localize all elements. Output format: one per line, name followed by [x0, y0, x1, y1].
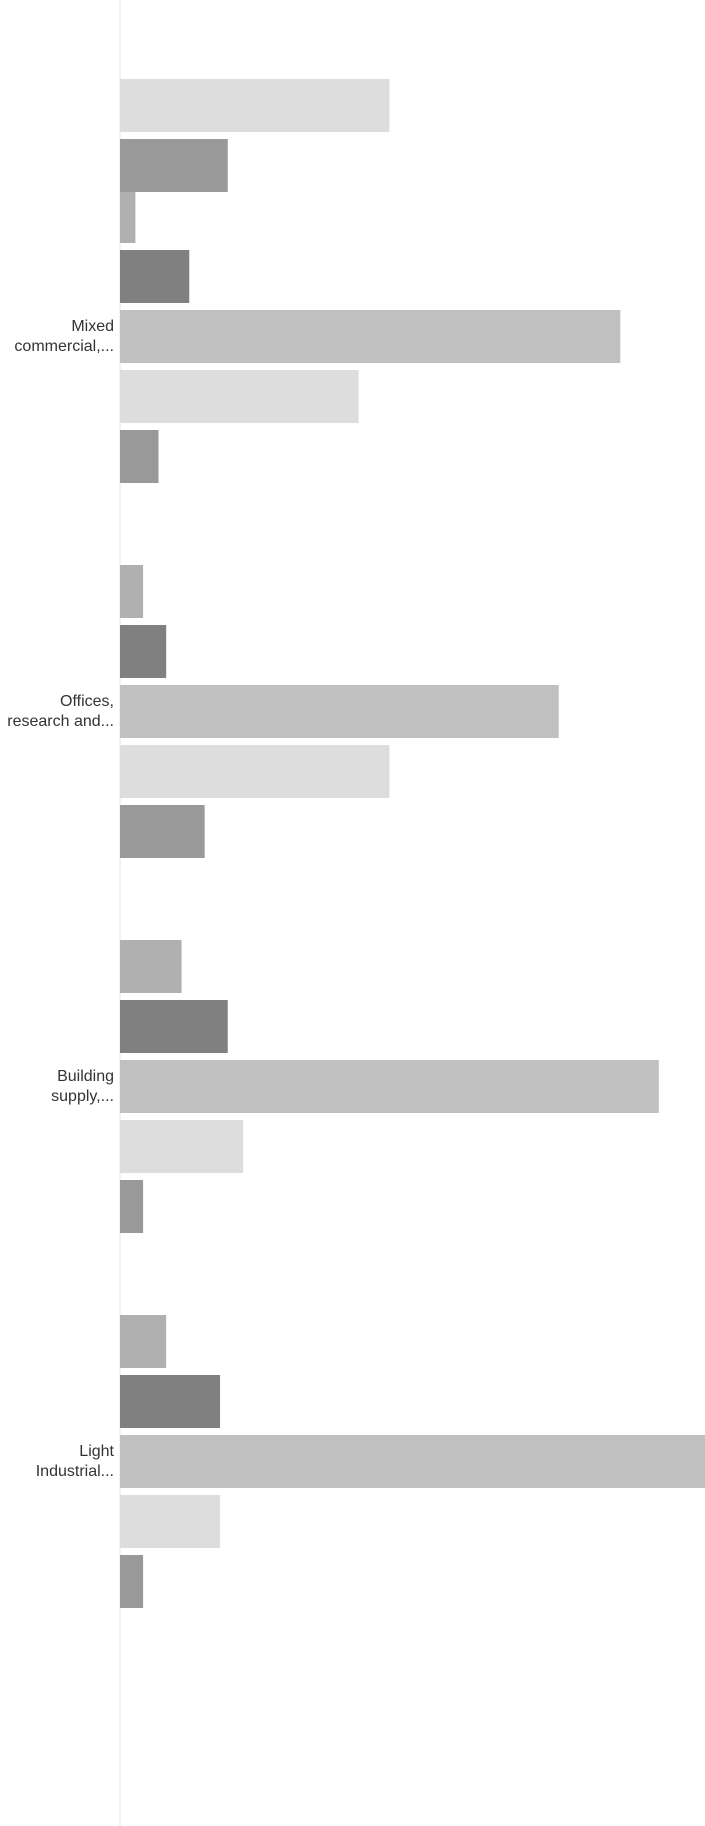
category-label-line: Building — [57, 1068, 114, 1085]
bar-series-4-category-3 — [120, 1120, 244, 1173]
category-label-line: Offices, — [60, 693, 114, 710]
category-label-line: supply,... — [51, 1088, 114, 1105]
bar-series-3-category-2 — [120, 685, 559, 738]
bar-series-3-category-1 — [120, 310, 621, 363]
bar-series-1-category-4 — [120, 1315, 167, 1368]
bar-series-1-category-2 — [120, 565, 144, 618]
bar-series-5-category-0 — [120, 139, 228, 192]
bar-series-1-category-3 — [120, 940, 182, 993]
category-label-line: commercial,... — [14, 338, 114, 355]
bar-series-2-category-4 — [120, 1375, 221, 1428]
category-label: Light Industrial... — [36, 1443, 115, 1480]
bar-series-1-category-1 — [120, 190, 136, 243]
bar-series-4-category-4 — [120, 1495, 221, 1548]
category-label: Mixed commercial,... — [14, 318, 114, 355]
category-label: Building supply,... — [51, 1068, 114, 1105]
bar-series-5-category-3 — [120, 1180, 144, 1233]
category-label-line: Mixed — [71, 318, 114, 335]
category-label-line: Light — [79, 1443, 114, 1460]
bar-series-4-category-0 — [120, 79, 390, 132]
bar-series-4-category-2 — [120, 745, 390, 798]
category-label-line: Industrial... — [36, 1463, 114, 1480]
bar-series-5-category-1 — [120, 430, 159, 483]
bar-series-2-category-3 — [120, 1000, 228, 1053]
bar-series-3-category-4 — [120, 1435, 705, 1488]
category-label-line: research and... — [7, 713, 114, 730]
bar-series-4-category-1 — [120, 370, 359, 423]
category-label: Offices, research and... — [7, 693, 114, 730]
bar-series-2-category-2 — [120, 625, 167, 678]
bar-series-5-category-4 — [120, 1555, 144, 1608]
bar-series-3-category-3 — [120, 1060, 659, 1113]
bar-group — [120, 79, 705, 1608]
bar-series-2-category-1 — [120, 250, 190, 303]
bar-series-5-category-2 — [120, 805, 205, 858]
category-label-group: Mixed commercial,... Offices, research and.… — [7, 318, 114, 1480]
